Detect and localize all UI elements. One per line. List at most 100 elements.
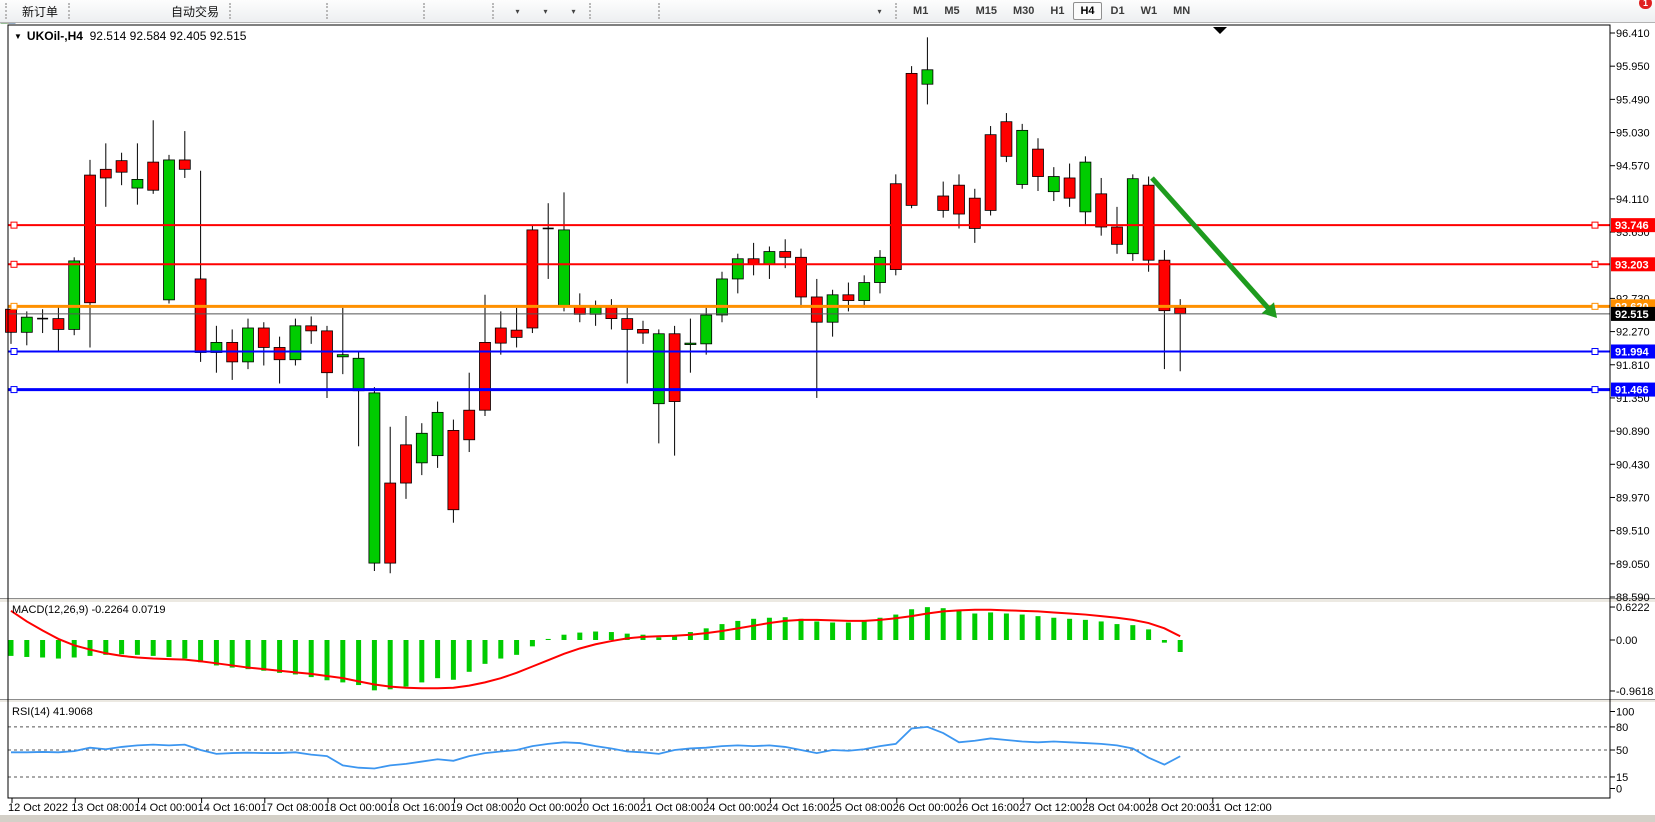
bear-candle	[668, 333, 681, 402]
chart-shift-marker[interactable]	[1213, 27, 1227, 34]
macd-histogram-bar	[103, 640, 109, 655]
text-icon[interactable]: A	[4, 0, 836, 39]
macd-histogram-bar	[1177, 640, 1183, 652]
horizontal-line-icon[interactable]	[1, 0, 724, 32]
market-watch-icon[interactable]	[1, 0, 106, 39]
new-chart-icon[interactable]: ▾	[0, 0, 530, 36]
zoom-in-icon[interactable]	[1, 0, 364, 38]
timeframe-button-MN[interactable]: MN	[1173, 5, 1191, 17]
bull-candle	[131, 179, 144, 189]
time-axis[interactable]: 12 Oct 2022 13 Oct 08:00 14 Oct 00:00 14 Oc…	[8, 798, 1272, 814]
bull-candle	[700, 314, 713, 345]
bear-candle	[953, 184, 965, 215]
bear-candle	[194, 278, 207, 353]
rsi-pane[interactable]	[8, 725, 1610, 778]
search-icon[interactable]	[1583, 0, 1611, 39]
autotrading-button[interactable]: 自动交易	[1, 0, 226, 38]
indicators-icon[interactable]: ▾	[0, 0, 586, 38]
line-handle[interactable]	[1591, 221, 1599, 229]
timeframe-button-H1[interactable]: H1	[1050, 5, 1065, 17]
signal-icon[interactable]	[2, 0, 162, 37]
price-axis[interactable]: 96.41095.95095.49095.03094.57094.11093.6…	[1610, 28, 1653, 796]
bar-chart-icon[interactable]	[2, 0, 267, 37]
line-chart-icon[interactable]	[1, 0, 323, 36]
macd-histogram-bar	[561, 634, 567, 640]
bear-candle	[937, 195, 950, 211]
horizontal-line-92.62[interactable]	[8, 302, 1610, 310]
timeframe-button-M30[interactable]: M30	[1013, 5, 1035, 17]
horizontal-line-93.746[interactable]	[8, 221, 1610, 229]
dropdown-caret-icon[interactable]: ▾	[543, 6, 548, 16]
line-handle[interactable]	[1591, 302, 1599, 310]
horizontal-line-93.203[interactable]	[8, 260, 1610, 268]
trendline-icon[interactable]	[1, 0, 752, 37]
timeframe-button-M15[interactable]: M15	[975, 5, 997, 17]
candlestick-icon[interactable]	[1, 0, 295, 37]
dropdown-caret-icon[interactable]: ▾	[877, 6, 882, 16]
tile-windows-icon[interactable]	[0, 0, 420, 39]
auto-scroll-icon[interactable]	[1, 0, 489, 37]
timeframe-button-M5[interactable]: M5	[944, 5, 960, 17]
line-handle[interactable]	[1591, 386, 1599, 394]
macd-signal-line	[10, 608, 1181, 690]
vertical-line-icon[interactable]	[7, 0, 696, 38]
macd-histogram-bar	[134, 640, 140, 655]
line-handle[interactable]	[1591, 260, 1599, 268]
macd-histogram-bar	[403, 640, 409, 687]
line-handle[interactable]	[10, 221, 18, 229]
fibonacci-icon[interactable]: F	[1, 0, 808, 39]
shift-end-icon[interactable]	[2, 0, 461, 37]
dropdown-caret-icon[interactable]: ▾	[571, 6, 576, 16]
bear-candle	[5, 308, 17, 333]
macd-histogram-bar	[1051, 617, 1057, 640]
data-window-icon[interactable]	[1, 0, 134, 38]
macd-histogram-bar	[703, 628, 709, 640]
new-order-button[interactable]: 新订单	[15, 0, 65, 22]
cursor-icon[interactable]	[4, 0, 627, 38]
macd-histogram-bar	[261, 640, 267, 671]
bear-candle	[52, 318, 65, 330]
line-handle[interactable]	[10, 347, 18, 355]
line-handle[interactable]	[10, 260, 18, 268]
period-icon[interactable]: ▾	[1, 0, 558, 38]
notification-badge[interactable]: 1	[1638, 0, 1652, 9]
bear-candle	[1111, 226, 1123, 245]
line-handle[interactable]	[1591, 347, 1599, 355]
line-handle[interactable]	[10, 302, 18, 310]
horizontal-line-91.466[interactable]	[8, 386, 1610, 394]
dropdown-caret-icon[interactable]: ▾	[515, 6, 520, 16]
horizontal-line-91.994[interactable]	[8, 347, 1610, 355]
text-label-icon[interactable]: T	[1, 0, 864, 38]
channel-icon[interactable]: E	[0, 0, 780, 39]
line-handle[interactable]	[10, 386, 18, 394]
crosshair-icon[interactable]	[1, 0, 655, 38]
chart-canvas[interactable]: 96.41095.95095.49095.03094.57094.11093.6…	[0, 23, 1655, 822]
timeframe-button-M1[interactable]: M1	[913, 5, 929, 17]
bull-candle	[415, 432, 428, 464]
macd-histogram-bar	[956, 610, 962, 640]
bull-candle	[858, 282, 871, 301]
macd-tick-label: 0.00	[1616, 635, 1637, 647]
rsi-tick-label: 80	[1616, 722, 1628, 734]
bear-candle	[257, 327, 270, 348]
timeframe-button-W1[interactable]: W1	[1140, 5, 1158, 17]
trend-arrow[interactable]	[1150, 176, 1277, 318]
macd-histogram-bar	[1098, 621, 1104, 640]
chart-title: ▼ UKOil-,H4 92.514 92.584 92.405 92.515	[14, 29, 246, 43]
symbol-dropdown-icon[interactable]: ▼	[14, 32, 22, 41]
chat-icon[interactable]: 1	[1619, 0, 1652, 39]
time-tick-label: 21 Oct 08:00	[640, 802, 703, 814]
arrows-icon[interactable]: ▾	[2, 0, 892, 37]
rsi-tick-label: 0	[1616, 784, 1622, 796]
time-tick-label: 18 Oct 00:00	[324, 802, 387, 814]
macd-histogram-bar	[55, 640, 61, 659]
macd-histogram-bar	[245, 640, 251, 670]
timeframe-button-H4[interactable]: H4	[1073, 2, 1102, 20]
macd-values: -0.2264 0.0719	[91, 604, 166, 616]
macd-histogram-bar	[419, 640, 425, 683]
zoom-out-icon[interactable]	[1, 0, 392, 38]
bear-candle	[984, 134, 997, 211]
macd-histogram-bar	[166, 640, 172, 657]
timeframe-button-D1[interactable]: D1	[1110, 5, 1125, 17]
macd-pane[interactable]	[8, 607, 1183, 691]
